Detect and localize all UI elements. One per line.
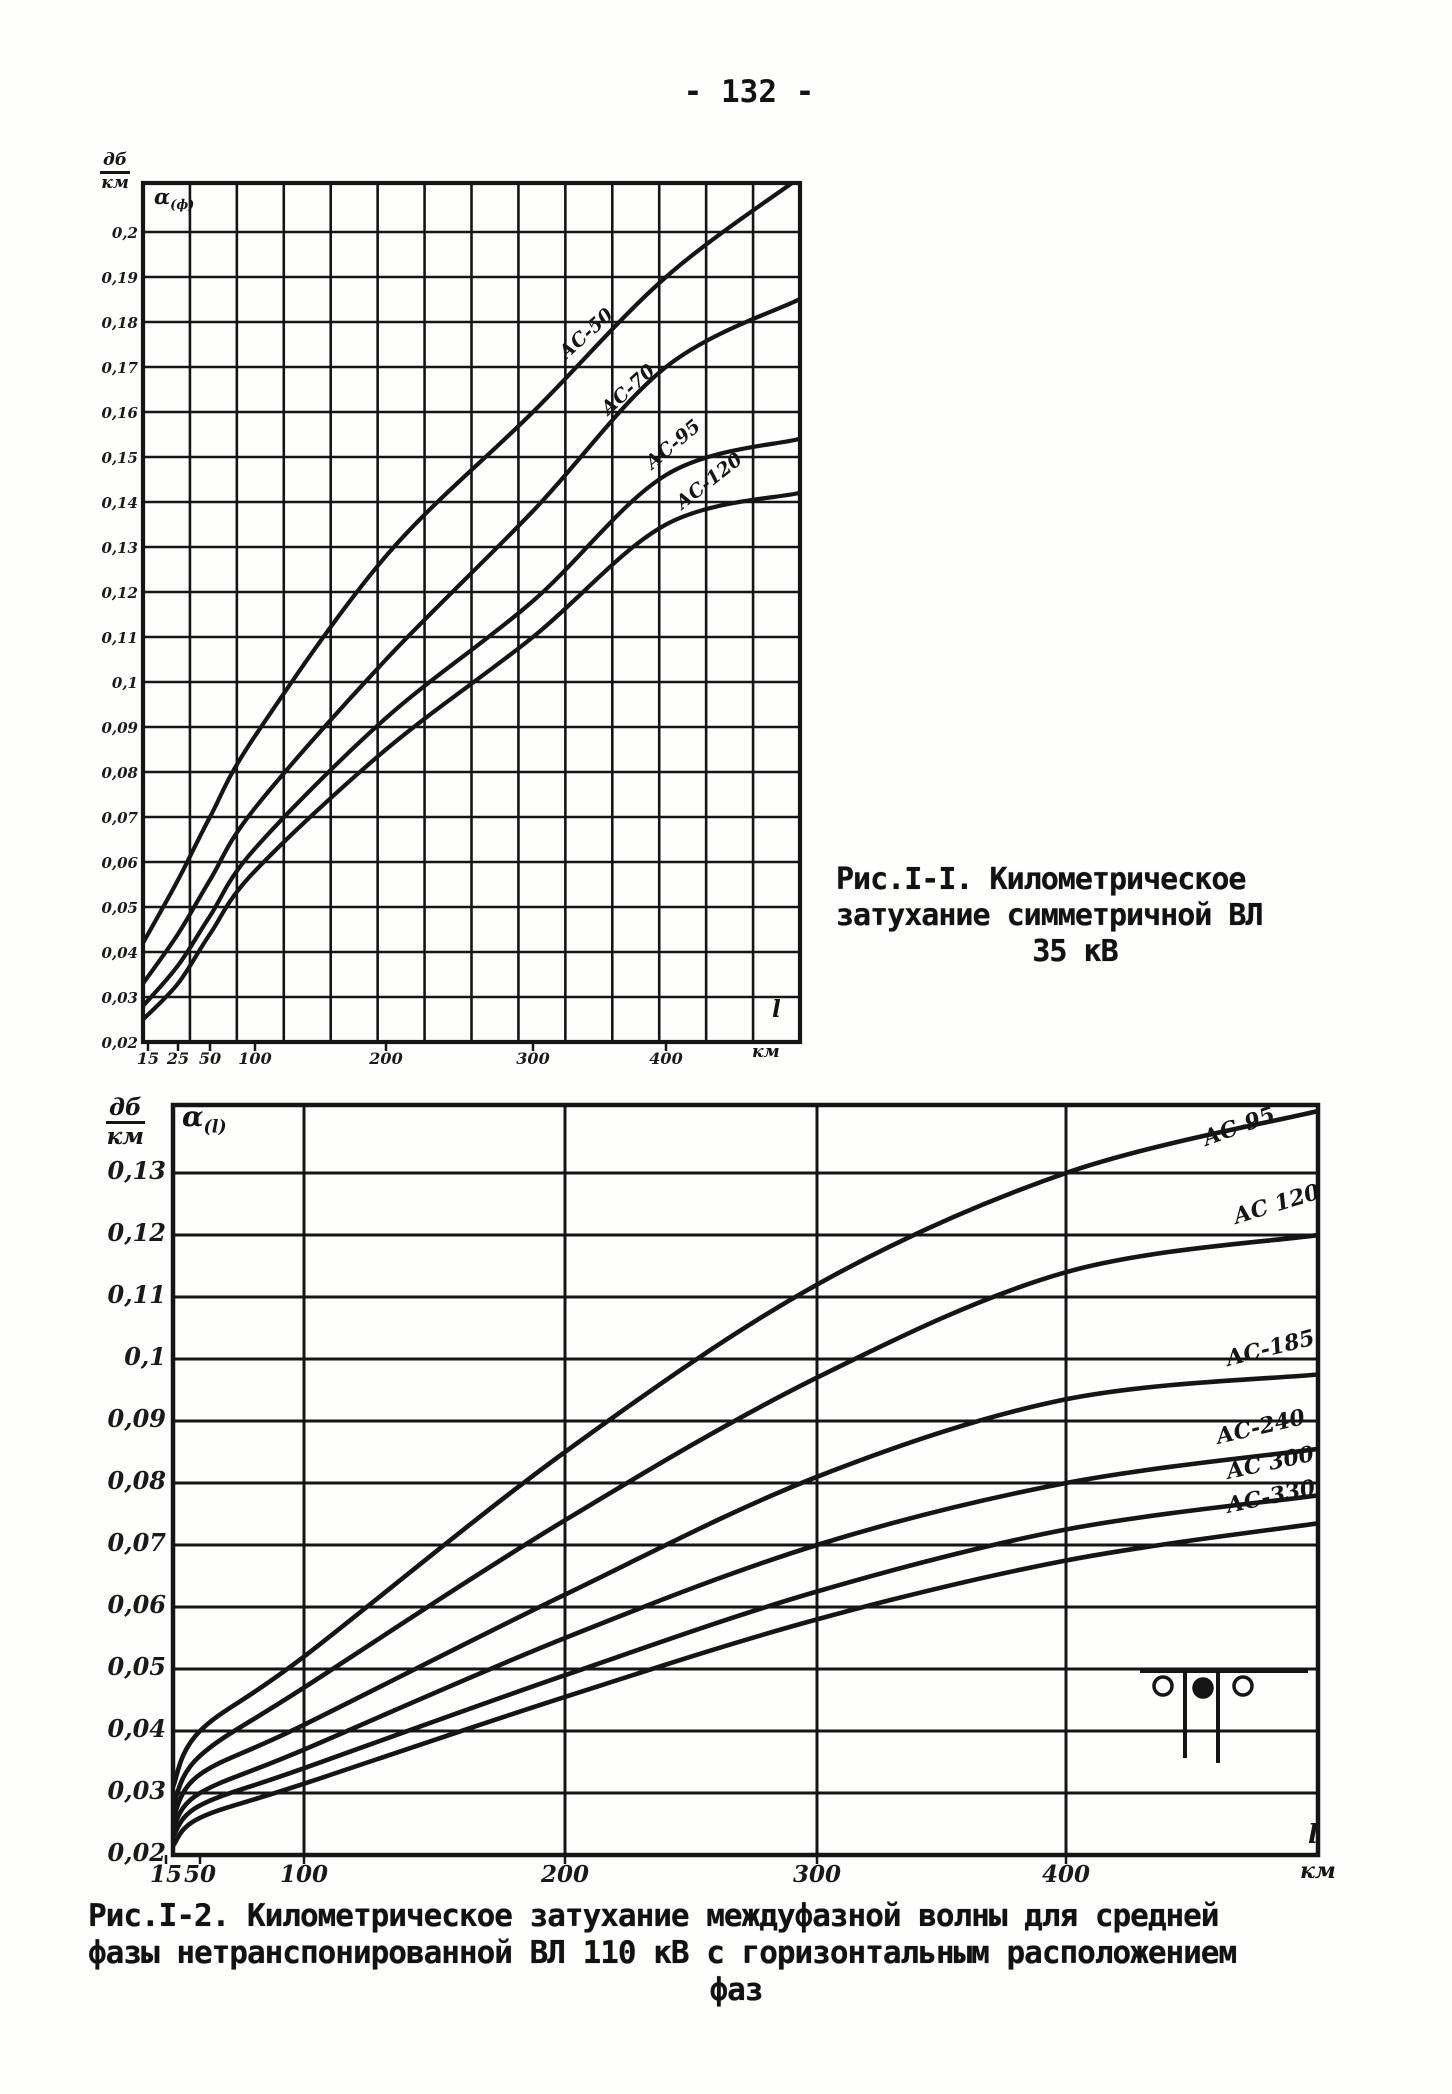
figure-2-x-unit: км xyxy=(1300,1858,1336,1884)
y-tick-label: 0,04 xyxy=(101,944,138,962)
page-number: - 132 - xyxy=(683,74,815,110)
figure-2-alpha-label: α(l) xyxy=(182,1100,227,1138)
curve-label: АС-95 xyxy=(1197,1101,1278,1152)
x-tick-label: 200 xyxy=(368,1049,402,1068)
figure-2-plot: 0,13 0,12 0,11 0,1 0,09 0,08 0,07 0,06 0,05 0,04 0… xyxy=(108,1101,1324,1888)
plot-border xyxy=(170,1102,1321,1858)
caption-line: затухание симметричной ВЛ xyxy=(836,898,1264,933)
curve-АС-120 xyxy=(143,490,800,1022)
caption-line: Рис.I-2. Километрическое затухание между… xyxy=(88,1898,1219,1934)
x-tick-label: 100 xyxy=(280,1861,328,1888)
outer-phase-circle xyxy=(1152,1675,1174,1697)
y-tick-label: 0,07 xyxy=(108,1528,167,1557)
curve-АС-185 xyxy=(173,1372,1318,1821)
alpha-symbol: α xyxy=(154,184,171,209)
caption-line: Рис.I-I. Километрическое xyxy=(836,862,1246,897)
y-tick-label: 0,11 xyxy=(108,1280,166,1309)
y-tick-label: 0,1 xyxy=(112,674,138,692)
x-tick-label: 400 xyxy=(649,1049,682,1068)
y-tick-label: 0,09 xyxy=(101,719,138,737)
y-tick-label: 0,09 xyxy=(108,1404,167,1433)
unit-numerator: дб xyxy=(100,151,131,174)
x-tick-label: 50 xyxy=(199,1049,221,1068)
y-tick-label: 0,08 xyxy=(101,764,138,782)
figure-1-x-unit: км xyxy=(752,1042,780,1062)
y-tick-label: 0,18 xyxy=(101,314,138,332)
phase-arrangement-icon xyxy=(1140,1669,1308,1763)
figure-1-alpha-label: α(ф) xyxy=(154,184,194,213)
unit-denominator: км xyxy=(106,1123,145,1151)
curve-АС-95 xyxy=(173,1108,1318,1790)
y-tick-label: 0,2 xyxy=(112,224,138,242)
curve-label: АС 120 xyxy=(1228,1179,1323,1231)
curves-group xyxy=(143,183,800,1022)
y-tick-label: 0,12 xyxy=(101,584,138,602)
x-tick-label: 100 xyxy=(238,1049,271,1068)
y-tick-label: 0,02 xyxy=(108,1838,166,1867)
middle-phase-dot xyxy=(1192,1677,1214,1699)
curve-АС-95 xyxy=(143,436,800,1009)
curve-АС 120 xyxy=(173,1232,1318,1808)
curve-АС-330 xyxy=(173,1521,1318,1848)
curve-label: АС-185 xyxy=(1221,1325,1317,1373)
figure-1-length-var: l xyxy=(772,996,781,1023)
y-tick-label: 0,16 xyxy=(101,404,138,422)
unit-denominator: км xyxy=(101,172,129,193)
curve-label: АС-240 xyxy=(1212,1404,1309,1450)
y-tick-label: 0,13 xyxy=(108,1156,166,1185)
unit-numerator: дб xyxy=(106,1095,145,1125)
y-tick-label: 0,14 xyxy=(101,494,138,512)
curves-group xyxy=(173,1108,1318,1848)
figure-2-caption: Рис.I-2. Километрическое затухание между… xyxy=(88,1898,1384,2009)
y-tick-label: 0,08 xyxy=(108,1466,167,1495)
y-tick-label: 0,05 xyxy=(101,899,138,917)
alpha-symbol: α xyxy=(182,1100,204,1133)
curve-АС-50 xyxy=(143,183,796,946)
y-tick-label: 0,19 xyxy=(101,269,138,287)
x-tick-label: 15 xyxy=(150,1861,182,1888)
caption-line: 35 кВ xyxy=(1032,934,1118,969)
alpha-subscript: (ф) xyxy=(170,198,195,214)
y-tick-label: 0,06 xyxy=(108,1590,167,1619)
y-tick-label: 0,13 xyxy=(101,539,138,557)
y-tick-label: 0,15 xyxy=(101,449,138,467)
y-tick-label: 0,03 xyxy=(101,989,138,1007)
x-tick-label: 50 xyxy=(184,1861,216,1888)
curve-АС 300 xyxy=(173,1493,1318,1839)
y-tick-label: 0,06 xyxy=(101,854,138,872)
y-tick-label: 0,03 xyxy=(108,1776,166,1805)
y-tick-label: 0,04 xyxy=(108,1714,166,1743)
figure-2-y-axis-unit: дб км xyxy=(106,1095,145,1151)
figure-1-y-axis-unit: дб км xyxy=(100,151,131,193)
y-tick-label: 0,12 xyxy=(108,1218,166,1247)
outer-phase-circle xyxy=(1232,1675,1254,1697)
y-tick-label: 0,02 xyxy=(101,1034,138,1052)
x-tick-label: 15 xyxy=(137,1049,159,1068)
y-tick-label: 0,11 xyxy=(101,629,138,647)
x-tick-label: 25 xyxy=(166,1049,189,1068)
x-tick-label: 300 xyxy=(516,1049,549,1068)
curve-label: АС-95 xyxy=(640,415,705,475)
curve-АС-70 xyxy=(143,297,800,986)
caption-line: фазы нетранспонированной ВЛ 110 кВ с гор… xyxy=(88,1935,1237,1971)
figure-1-caption: Рис.I-I. Километрическое затухание симме… xyxy=(836,862,1314,970)
y-tick-label: 0,17 xyxy=(101,359,138,377)
y-tick-label: 0,07 xyxy=(101,809,138,827)
y-tick-label: 0,1 xyxy=(124,1342,166,1371)
alpha-subscript: (l) xyxy=(203,1117,227,1138)
y-tick-label: 0,05 xyxy=(108,1652,166,1681)
figure-2-length-var: l xyxy=(1308,1820,1318,1850)
x-tick-label: 400 xyxy=(1042,1861,1090,1888)
curve-АС-240 xyxy=(173,1446,1318,1830)
x-tick-label: 200 xyxy=(540,1861,589,1888)
plot-border xyxy=(140,180,803,1045)
figure-1-plot: 0,20,190,180,170,160,150,140,130,120,110… xyxy=(101,180,803,1068)
caption-line: фаз xyxy=(709,1972,764,2008)
x-tick-label: 300 xyxy=(793,1861,841,1888)
